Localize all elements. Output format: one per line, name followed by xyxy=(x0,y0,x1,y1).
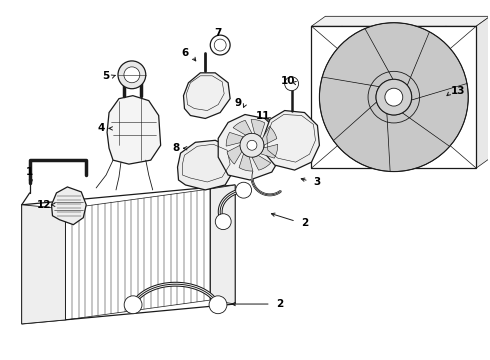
Polygon shape xyxy=(252,156,271,170)
Text: 7: 7 xyxy=(215,28,222,38)
Polygon shape xyxy=(218,114,282,180)
Polygon shape xyxy=(319,77,379,141)
Polygon shape xyxy=(407,31,467,100)
Polygon shape xyxy=(210,185,235,304)
Text: 2: 2 xyxy=(301,218,308,228)
Polygon shape xyxy=(22,185,235,324)
Polygon shape xyxy=(183,73,230,118)
Text: 5: 5 xyxy=(102,71,110,81)
Polygon shape xyxy=(22,205,65,324)
Circle shape xyxy=(124,67,140,83)
Polygon shape xyxy=(251,120,265,137)
Circle shape xyxy=(247,140,257,150)
Text: 13: 13 xyxy=(451,86,466,96)
Polygon shape xyxy=(107,96,161,164)
Polygon shape xyxy=(226,132,244,146)
Polygon shape xyxy=(402,84,468,147)
Circle shape xyxy=(118,61,146,89)
Circle shape xyxy=(210,35,230,55)
Circle shape xyxy=(240,133,264,157)
Polygon shape xyxy=(227,145,242,164)
Text: 2: 2 xyxy=(276,299,283,309)
Polygon shape xyxy=(233,120,252,135)
Polygon shape xyxy=(387,113,450,171)
Circle shape xyxy=(215,214,231,230)
Polygon shape xyxy=(260,144,278,158)
Circle shape xyxy=(209,296,227,314)
Text: 3: 3 xyxy=(314,177,321,187)
Circle shape xyxy=(236,182,251,198)
Text: 10: 10 xyxy=(280,76,295,86)
Polygon shape xyxy=(239,154,253,171)
Text: 9: 9 xyxy=(235,98,242,108)
Polygon shape xyxy=(325,16,490,158)
Circle shape xyxy=(214,39,226,51)
Text: 4: 4 xyxy=(98,123,105,134)
Polygon shape xyxy=(51,187,86,225)
Polygon shape xyxy=(312,16,490,26)
Polygon shape xyxy=(264,111,319,170)
Circle shape xyxy=(385,88,403,106)
Polygon shape xyxy=(262,126,277,145)
Text: 11: 11 xyxy=(256,111,270,121)
Text: 6: 6 xyxy=(182,48,189,58)
Text: 8: 8 xyxy=(172,143,179,153)
Text: 12: 12 xyxy=(36,200,51,210)
Polygon shape xyxy=(177,140,235,190)
Polygon shape xyxy=(322,28,393,87)
Circle shape xyxy=(285,77,298,91)
Text: 1: 1 xyxy=(26,167,33,177)
Polygon shape xyxy=(364,23,429,85)
Circle shape xyxy=(376,79,412,115)
Polygon shape xyxy=(312,26,476,168)
Polygon shape xyxy=(476,16,490,168)
Polygon shape xyxy=(333,102,391,171)
Circle shape xyxy=(124,296,142,314)
